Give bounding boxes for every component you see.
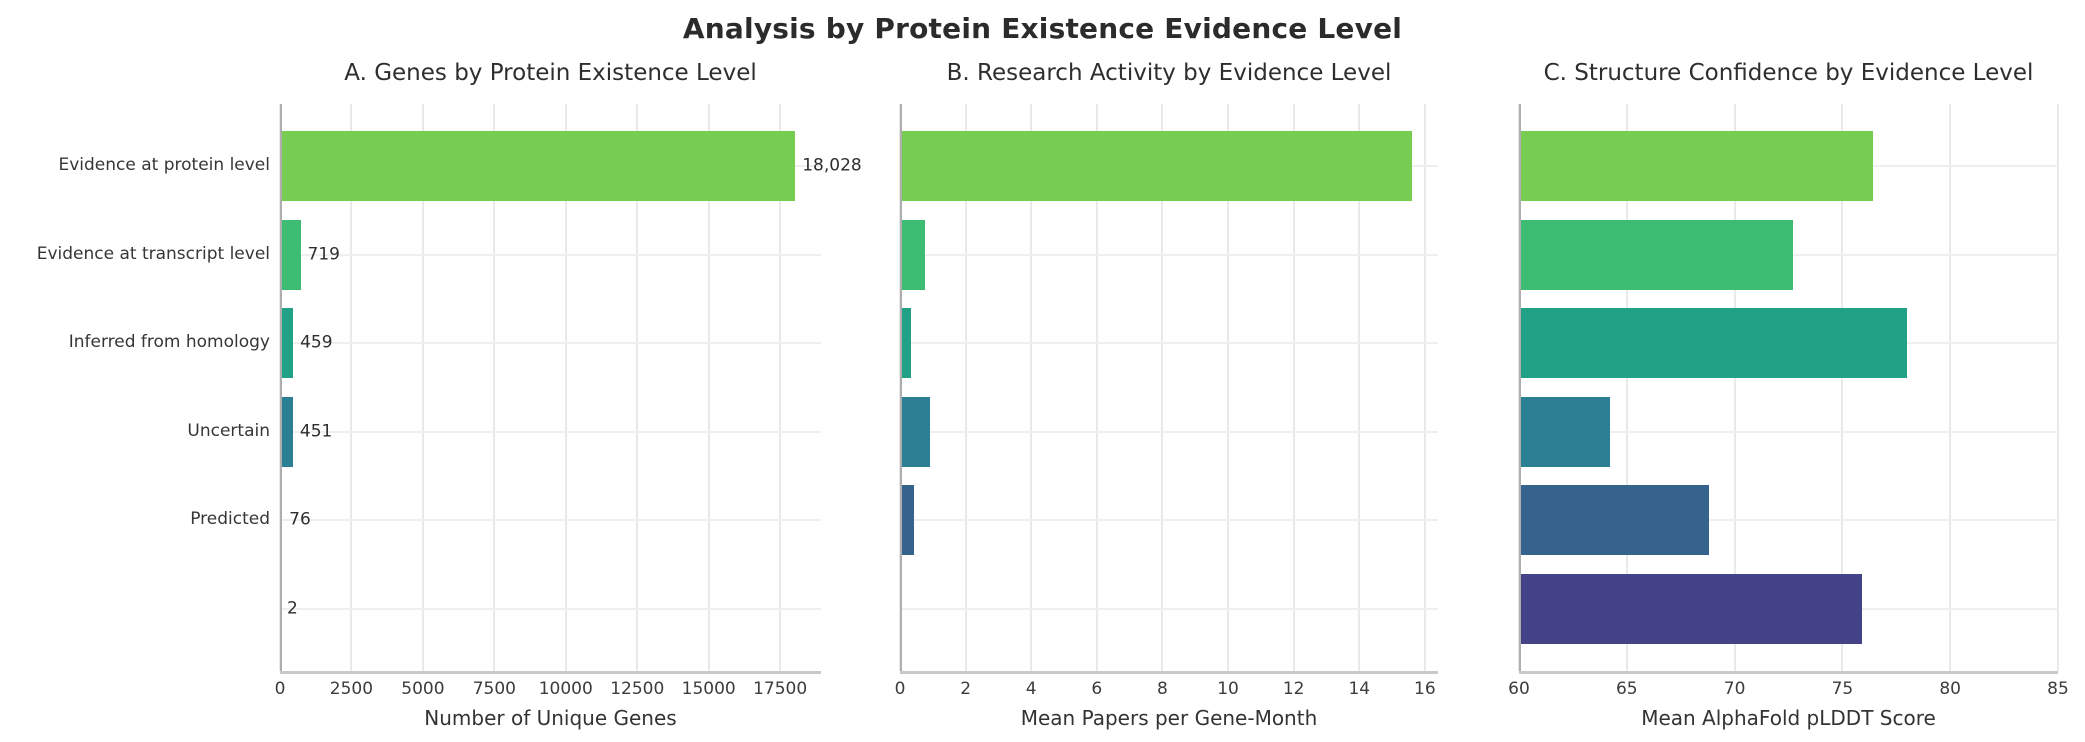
- gridline-vertical: [564, 104, 567, 671]
- gridline-vertical: [1625, 104, 1628, 671]
- bar: [1519, 397, 1610, 467]
- bar-value-label: 76: [289, 509, 311, 530]
- figure-title: Analysis by Protein Existence Evidence L…: [682, 12, 1403, 45]
- bar: [1519, 308, 1908, 378]
- x-tick-label: 12500: [610, 679, 665, 699]
- y-tick-label: Evidence at transcript level: [36, 243, 270, 264]
- gridline-horizontal: [900, 342, 1438, 344]
- bar: [280, 131, 796, 201]
- gridline-vertical: [1423, 104, 1426, 671]
- x-tick-label: 60: [1508, 679, 1530, 699]
- bar: [900, 485, 914, 555]
- gridline-vertical: [636, 104, 639, 671]
- gridline-vertical: [1161, 104, 1164, 671]
- bar-value-label: 2: [287, 598, 298, 619]
- bar: [280, 308, 294, 378]
- x-tick-label: 12: [1282, 679, 1305, 699]
- bar: [1519, 574, 1862, 644]
- gridline-vertical: [493, 104, 496, 671]
- gridline-horizontal: [900, 431, 1438, 433]
- axis-spine-left: [1519, 104, 1521, 671]
- x-tick-label: 10: [1217, 679, 1239, 699]
- bar: [900, 220, 925, 290]
- gridline-horizontal: [280, 519, 821, 521]
- gridline-vertical: [1095, 104, 1098, 671]
- y-tick-label: Predicted: [190, 509, 270, 530]
- bar: [1519, 131, 1873, 201]
- x-tick-label: 7500: [472, 679, 516, 699]
- gridline-vertical: [350, 104, 353, 671]
- bar-value-label: 719: [307, 244, 340, 265]
- bar: [900, 308, 912, 378]
- bar-value-label: 18,028: [802, 155, 862, 176]
- gridline-horizontal: [900, 254, 1438, 256]
- gridline-vertical: [1949, 104, 1952, 671]
- bar: [900, 131, 1412, 201]
- x-tick-label: 2: [960, 679, 972, 699]
- gridline-horizontal: [900, 519, 1438, 521]
- x-tick-label: 10000: [538, 679, 593, 699]
- y-tick-label: Uncertain: [187, 420, 270, 441]
- gridline-vertical: [2057, 104, 2059, 671]
- axis-spine-bottom: [900, 671, 1438, 674]
- bar: [280, 397, 293, 467]
- x-tick-label: 75: [1831, 679, 1854, 699]
- gridline-horizontal: [1519, 519, 2058, 521]
- axis-spine-left: [280, 104, 282, 671]
- panel-title: A. Genes by Protein Existence Level: [344, 60, 757, 86]
- gridline-vertical: [421, 104, 424, 671]
- gridline-horizontal: [280, 608, 821, 610]
- axis-spine-bottom: [1519, 671, 2058, 674]
- x-tick-label: 6: [1091, 679, 1103, 699]
- y-tick-label: Evidence at protein level: [58, 155, 270, 176]
- gridline-horizontal: [280, 342, 821, 344]
- x-tick-label: 5000: [401, 679, 445, 699]
- x-tick-label: 15000: [681, 679, 736, 699]
- gridline-vertical: [707, 104, 710, 671]
- bar: [1519, 485, 1709, 555]
- gridline-vertical: [779, 104, 782, 671]
- plot-area: 18,028 719 459 451 76 2: [279, 104, 862, 671]
- gridline-horizontal: [900, 608, 1438, 610]
- x-tick-label: 0: [894, 679, 906, 699]
- x-tick-label: 16: [1414, 679, 1436, 699]
- axis-spine-bottom: [280, 671, 821, 674]
- gridline-vertical: [1292, 104, 1295, 671]
- x-axis-label: Mean AlphaFold pLDDT Score: [1641, 706, 1936, 730]
- plot-area: [1518, 104, 2059, 671]
- x-tick-label: 70: [1723, 679, 1746, 699]
- gridline-horizontal: [280, 431, 821, 433]
- bar: [280, 220, 301, 290]
- x-axis-label: Number of Unique Genes: [424, 706, 677, 730]
- bar: [900, 397, 930, 467]
- x-tick-label: 80: [1939, 679, 1962, 699]
- x-tick-label: 65: [1615, 679, 1638, 699]
- bar-value-label: 451: [299, 421, 333, 442]
- gridline-vertical: [1030, 104, 1033, 671]
- x-tick-label: 0: [274, 679, 286, 699]
- gridline-vertical: [964, 104, 967, 671]
- x-tick-label: 4: [1025, 679, 1037, 699]
- gridline-vertical: [1733, 104, 1736, 671]
- y-tick-label: Inferred from homology: [68, 332, 270, 353]
- axis-spine-left: [900, 104, 902, 671]
- x-axis-label: Mean Papers per Gene-Month: [1020, 706, 1318, 730]
- x-tick-label: 85: [2047, 679, 2069, 699]
- bar-value-label: 459: [300, 332, 333, 353]
- x-tick-label: 14: [1348, 679, 1371, 699]
- gridline-vertical: [1841, 104, 1844, 671]
- bar: [1519, 220, 1793, 290]
- panel-title: B. Research Activity by Evidence Level: [946, 60, 1392, 86]
- panel-title: C. Structure Confidence by Evidence Leve…: [1543, 60, 2034, 86]
- x-tick-label: 17500: [753, 679, 808, 699]
- x-tick-label: 2500: [329, 679, 374, 699]
- gridline-vertical: [1227, 104, 1230, 671]
- gridline-horizontal: [280, 254, 821, 256]
- gridline-vertical: [1358, 104, 1361, 671]
- plot-area: [899, 104, 1438, 671]
- x-tick-label: 8: [1157, 679, 1168, 699]
- gridline-horizontal: [1519, 431, 2058, 433]
